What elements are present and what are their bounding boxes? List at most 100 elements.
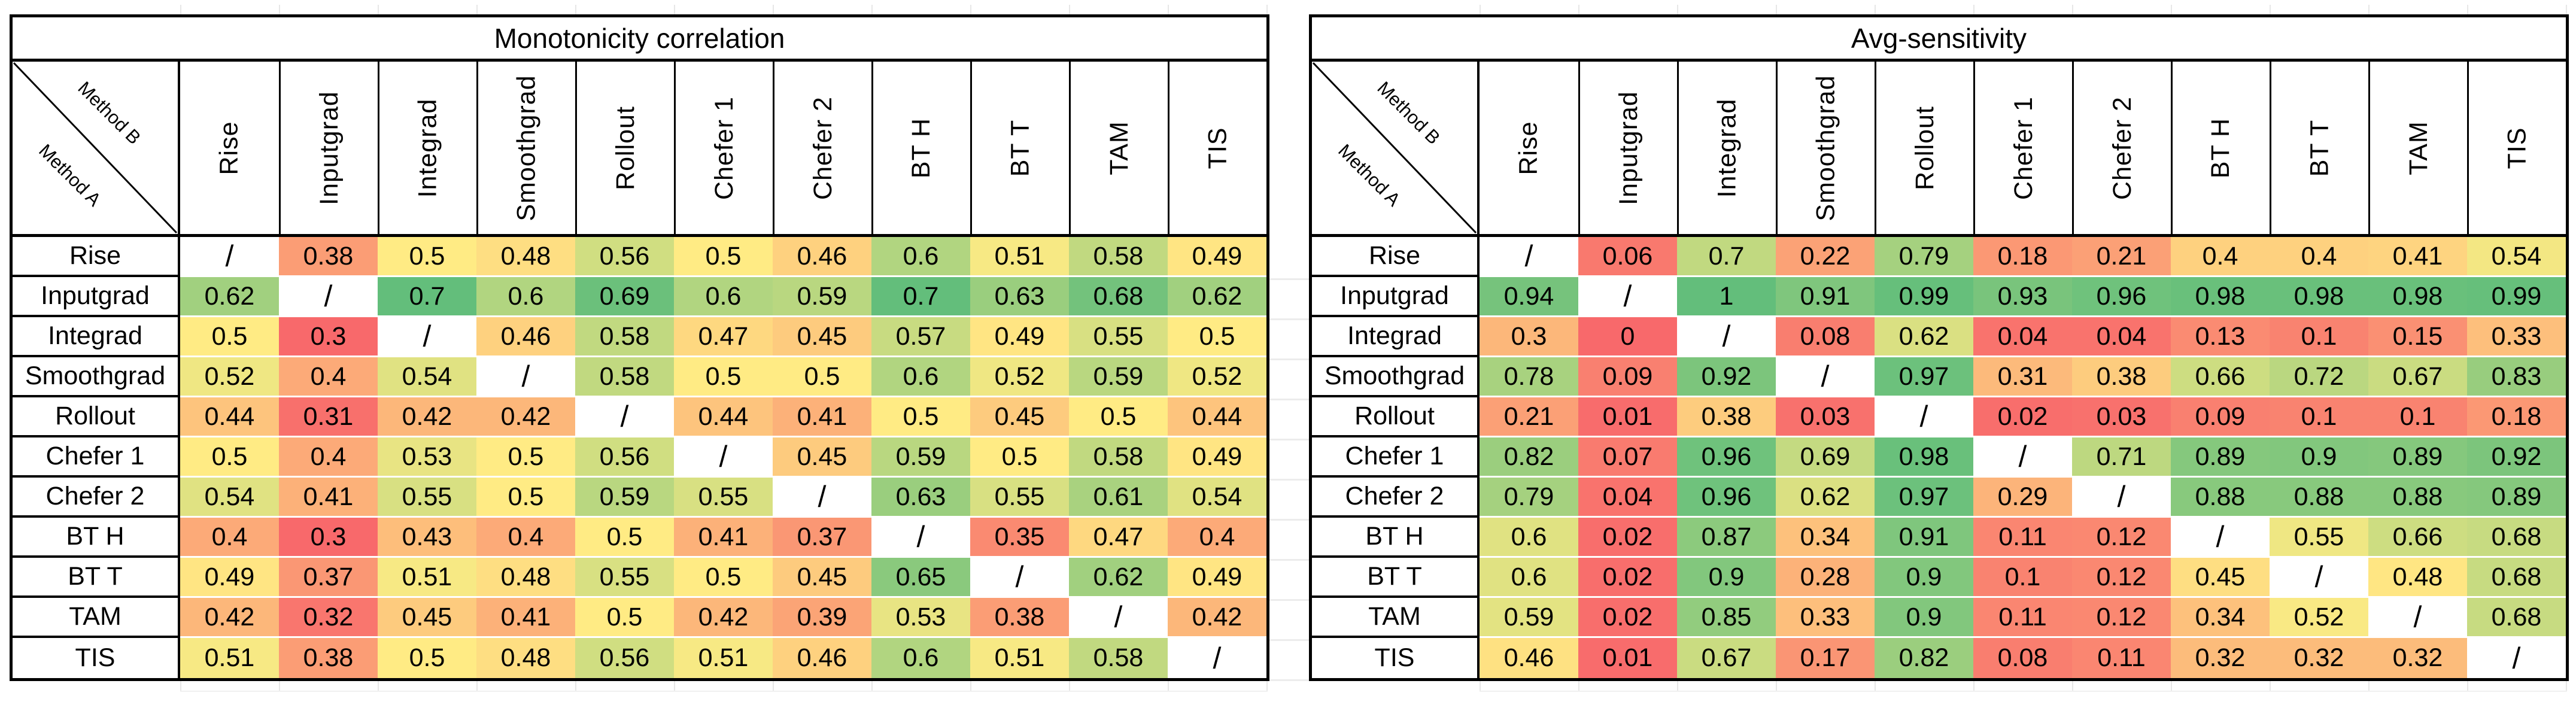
heatmap-cell: 0.55 [378,478,476,518]
heatmap-cell: 0.12 [2072,558,2171,598]
heatmap-cell: 0.21 [1480,397,1578,437]
column-header-label: BT T [1006,119,1035,177]
heatmap-cell: 0.45 [773,317,871,357]
column-header-label: BT H [907,117,936,178]
heatmap-cell: 0.62 [1776,478,1875,518]
heatmap-cell: 0.53 [871,598,970,638]
heatmap-cell: 0.55 [2270,518,2368,558]
heatmap-cell: 0.08 [1973,638,2072,678]
diagonal-cell: / [674,437,773,478]
table-body: Rise/0.38 0.5 0.48 0.56 0.5 0.46 0.6 0.51 0.58 0.… [13,237,1266,678]
table-title: Avg-sensitivity [1312,17,2566,62]
heatmap-cell: 0.96 [1677,437,1776,478]
heatmap-cell: 0.49 [1168,558,1266,598]
heatmap-cell: 0.89 [2171,437,2270,478]
heatmap-cell: 0.72 [2270,357,2368,397]
diagonal-cell: / [180,237,279,277]
heatmap-cell: 0.48 [476,638,575,678]
heatmap-cell: 0.31 [279,397,378,437]
diagonal-cell: / [1973,437,2072,478]
column-header-label: Chefer 1 [2009,96,2038,200]
heatmap-cell: 0.3 [1480,317,1578,357]
heatmap-cell: 0.59 [1480,598,1578,638]
heatmap-cell: 0.52 [970,357,1069,397]
heatmap-cell: 0.94 [1480,277,1578,317]
heatmap-cell: 0.38 [2072,357,2171,397]
heatmap-cell: 0.85 [1677,598,1776,638]
heatmap-cell: 0.21 [2072,237,2171,277]
diagonal-cell: / [970,558,1069,598]
column-header: Rollout [575,62,674,234]
heatmap-cell: 0.89 [2368,437,2467,478]
row-header: TIS [13,638,180,678]
heatmap-cell: 0.03 [1776,397,1875,437]
heatmap-cell: 0.98 [2171,277,2270,317]
heatmap-cell: 0.5 [476,478,575,518]
heatmap-cell: 0.41 [2368,237,2467,277]
heatmap-cell: 0.3 [279,317,378,357]
heatmap-cell: 0.97 [1875,357,1973,397]
diagonal-line [1312,62,1477,234]
heatmap-cell: 0.1 [2270,317,2368,357]
heatmap-cell: 0.02 [1973,397,2072,437]
column-header: Chefer 1 [674,62,773,234]
column-header: Inputgrad [279,62,378,234]
diagonal-cell: / [2368,598,2467,638]
heatmap-cell: 0.91 [1776,277,1875,317]
column-header: Chefer 2 [2072,62,2171,234]
heatmap-cell: 0.54 [1168,478,1266,518]
heatmap-cell: 0.67 [1677,638,1776,678]
heatmap-cell: 0.56 [575,437,674,478]
heatmap-cell: 0.31 [1973,357,2072,397]
heatmap-table-avg-sensitivity: Avg-sensitivity Method B Method A Rise Inpu… [1309,5,2569,692]
heatmap-cell: 0.5 [378,638,476,678]
heatmap-cell: 0.9 [1875,558,1973,598]
heatmap-cell: 0.38 [279,638,378,678]
row-header: Rise [1312,237,1480,277]
diagonal-cell: / [773,478,871,518]
column-header: BT H [2171,62,2270,234]
heatmap-cell: 0.51 [180,638,279,678]
heatmap-cell: 0.18 [2467,397,2566,437]
row-header: Integrad [1312,317,1480,357]
heatmap-cell: 0.1 [1973,558,2072,598]
heatmap-cell: 0.38 [1677,397,1776,437]
heatmap-cell: 0.22 [1776,237,1875,277]
heatmap-cell: 0.45 [773,558,871,598]
column-header-label: Rollout [1910,105,1939,190]
heatmap-cell: 0.4 [476,518,575,558]
heatmap-cell: 0 [1578,317,1677,357]
figure: Monotonicity correlation Method B Method … [10,5,2569,692]
heatmap-cell: 0.52 [180,357,279,397]
heatmap-cell: 0.78 [1480,357,1578,397]
heatmap-cell: 0.32 [279,598,378,638]
heatmap-cell: 0.5 [476,437,575,478]
heatmap-cell: 0.41 [279,478,378,518]
column-header: BT T [970,62,1069,234]
heatmap-cell: 1 [1677,277,1776,317]
heatmap-cell: 0.5 [674,558,773,598]
heatmap-cell: 0.04 [2072,317,2171,357]
sheet-gridlines-gap [1269,240,1309,683]
heatmap-cell: 0.46 [773,638,871,678]
column-header-label: Smoothgrad [512,74,541,221]
heatmap-cell: 0.48 [476,558,575,598]
heatmap-cell: 0.12 [2072,598,2171,638]
diagonal-cell: / [378,317,476,357]
column-header: TIS [2467,62,2566,234]
sheet-gridline-stubs-top [1480,5,2567,14]
heatmap-cell: 0.49 [180,558,279,598]
diagonal-cell: / [2171,518,2270,558]
heatmap-cell: 0.46 [476,317,575,357]
heatmap-cell: 0.66 [2171,357,2270,397]
heatmap-cell: 0.42 [180,598,279,638]
heatmap-cell: 0.04 [1578,478,1677,518]
diagonal-cell: / [1069,598,1168,638]
heatmap-cell: 0.15 [2368,317,2467,357]
heatmap-cell: 0.03 [2072,397,2171,437]
heatmap-cell: 0.33 [2467,317,2566,357]
column-header-label: Chefer 2 [2107,96,2137,200]
heatmap-cell: 0.11 [1973,518,2072,558]
heatmap-cell: 0.82 [1480,437,1578,478]
heatmap-cell: 0.99 [1875,277,1973,317]
